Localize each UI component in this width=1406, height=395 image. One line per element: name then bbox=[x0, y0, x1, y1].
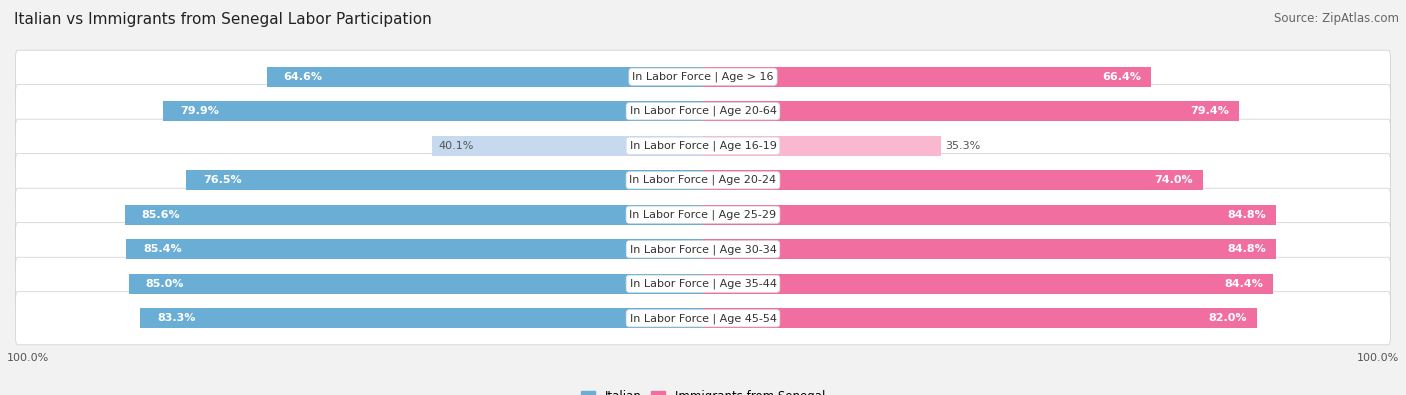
Bar bbox=[267, 67, 703, 87]
FancyBboxPatch shape bbox=[15, 50, 1391, 103]
Text: In Labor Force | Age 16-19: In Labor Force | Age 16-19 bbox=[630, 141, 776, 151]
Text: 84.8%: 84.8% bbox=[1227, 244, 1265, 254]
Text: 35.3%: 35.3% bbox=[945, 141, 980, 151]
Legend: Italian, Immigrants from Senegal: Italian, Immigrants from Senegal bbox=[576, 385, 830, 395]
Text: In Labor Force | Age 20-24: In Labor Force | Age 20-24 bbox=[630, 175, 776, 186]
Text: In Labor Force | Age 20-64: In Labor Force | Age 20-64 bbox=[630, 106, 776, 117]
FancyBboxPatch shape bbox=[15, 223, 1391, 276]
FancyBboxPatch shape bbox=[15, 257, 1391, 310]
Bar bbox=[703, 274, 1272, 294]
Text: 85.4%: 85.4% bbox=[143, 244, 181, 254]
Bar bbox=[703, 101, 1239, 121]
Text: 84.4%: 84.4% bbox=[1225, 279, 1263, 289]
FancyBboxPatch shape bbox=[15, 292, 1391, 345]
Text: 85.0%: 85.0% bbox=[146, 279, 184, 289]
Text: 84.8%: 84.8% bbox=[1227, 210, 1265, 220]
Bar bbox=[703, 67, 1152, 87]
Bar bbox=[703, 205, 1275, 225]
FancyBboxPatch shape bbox=[15, 154, 1391, 207]
Text: In Labor Force | Age 45-54: In Labor Force | Age 45-54 bbox=[630, 313, 776, 324]
Bar bbox=[141, 308, 703, 328]
Text: 66.4%: 66.4% bbox=[1102, 72, 1142, 82]
Text: 79.4%: 79.4% bbox=[1191, 106, 1229, 116]
Text: Italian vs Immigrants from Senegal Labor Participation: Italian vs Immigrants from Senegal Labor… bbox=[14, 12, 432, 27]
Bar bbox=[703, 239, 1275, 259]
Text: 40.1%: 40.1% bbox=[439, 141, 474, 151]
Bar bbox=[186, 170, 703, 190]
Bar bbox=[703, 308, 1257, 328]
Text: 74.0%: 74.0% bbox=[1154, 175, 1192, 185]
FancyBboxPatch shape bbox=[15, 85, 1391, 138]
FancyBboxPatch shape bbox=[15, 188, 1391, 241]
Text: 83.3%: 83.3% bbox=[157, 313, 195, 323]
Text: 85.6%: 85.6% bbox=[142, 210, 180, 220]
Text: 76.5%: 76.5% bbox=[204, 175, 242, 185]
Text: In Labor Force | Age 35-44: In Labor Force | Age 35-44 bbox=[630, 278, 776, 289]
Text: Source: ZipAtlas.com: Source: ZipAtlas.com bbox=[1274, 12, 1399, 25]
Text: 79.9%: 79.9% bbox=[180, 106, 219, 116]
FancyBboxPatch shape bbox=[15, 119, 1391, 172]
Bar bbox=[163, 101, 703, 121]
Text: In Labor Force | Age 30-34: In Labor Force | Age 30-34 bbox=[630, 244, 776, 254]
Bar bbox=[129, 274, 703, 294]
Bar bbox=[703, 136, 942, 156]
Text: In Labor Force | Age > 16: In Labor Force | Age > 16 bbox=[633, 71, 773, 82]
Bar bbox=[703, 170, 1202, 190]
Bar bbox=[125, 205, 703, 225]
Text: 82.0%: 82.0% bbox=[1208, 313, 1247, 323]
Bar bbox=[432, 136, 703, 156]
Bar bbox=[127, 239, 703, 259]
Text: 64.6%: 64.6% bbox=[284, 72, 322, 82]
Text: In Labor Force | Age 25-29: In Labor Force | Age 25-29 bbox=[630, 209, 776, 220]
